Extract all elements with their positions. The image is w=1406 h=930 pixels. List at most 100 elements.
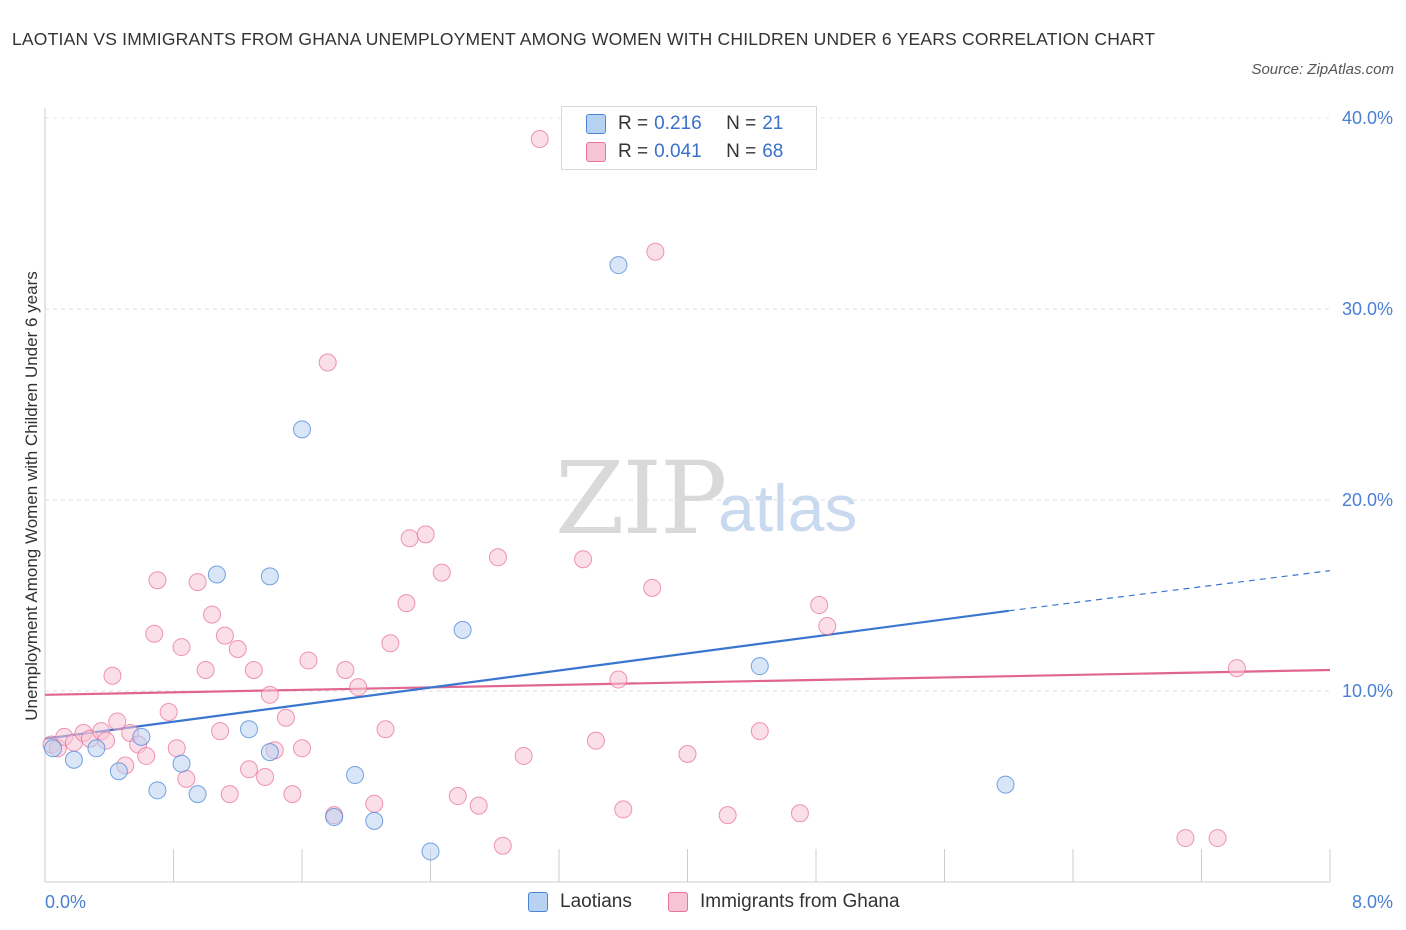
ghana-point: [177, 769, 196, 788]
ghana-point: [400, 529, 419, 548]
legend-row-laotians: R = 0.216 N = 21: [586, 112, 783, 136]
laotians-point: [64, 750, 83, 769]
laotians-point: [365, 811, 384, 830]
ghana-point: [810, 596, 829, 615]
ghana-point: [514, 746, 533, 765]
ghana-point: [1176, 829, 1195, 848]
ghana-point: [1227, 659, 1246, 678]
y-axis-label: Unemployment Among Women with Children U…: [22, 271, 41, 720]
laotians-point: [207, 565, 226, 584]
laotians-point: [148, 781, 167, 800]
ghana-point: [530, 130, 549, 149]
watermark-atlas: atlas: [718, 471, 858, 545]
ghana-point: [750, 722, 769, 741]
laotians-point: [421, 842, 440, 861]
ghana-point: [614, 800, 633, 819]
laotians-point: [188, 785, 207, 804]
ghana-point: [137, 746, 156, 765]
laotians-point: [260, 567, 279, 586]
laotians-point: [132, 727, 151, 746]
ghana-point: [159, 703, 178, 722]
ghana-point: [276, 708, 295, 727]
laotians-point: [453, 620, 472, 639]
ghana-point: [376, 720, 395, 739]
ghana-point: [203, 605, 222, 624]
laotians-point: [609, 256, 628, 275]
ghana-point: [318, 353, 337, 372]
tick-labels: 10.0% 20.0% 30.0% 40.0% 0.0% 8.0%: [45, 108, 1393, 912]
ghana-point: [215, 626, 234, 645]
legend-r-label: R =: [618, 141, 649, 162]
ghana-point: [381, 634, 400, 653]
grid-lines: [45, 117, 1330, 692]
x-tick-label: 0.0%: [45, 892, 86, 912]
ghana-point: [790, 804, 809, 823]
laotians-swatch: [528, 892, 548, 912]
ghana-point: [397, 594, 416, 613]
legend-r-value: 0.041: [654, 141, 702, 162]
ghana-swatch: [668, 892, 688, 912]
laotians-point: [750, 657, 769, 676]
laotians-point: [325, 808, 344, 827]
laotians-swatch: [586, 114, 606, 134]
laotians-point: [239, 720, 258, 739]
legend-row-ghana: R = 0.041 N = 68: [586, 140, 783, 164]
ghana-point: [103, 666, 122, 685]
y-tick-label: 20.0%: [1342, 490, 1393, 510]
ghana-point: [239, 760, 258, 779]
ghana-point: [283, 785, 302, 804]
laotians-point: [260, 743, 279, 762]
ghana-point: [1208, 829, 1227, 848]
source-label: Source: ZipAtlas.com: [1251, 61, 1394, 78]
axes: [44, 108, 1331, 883]
legend-item-laotians[interactable]: Laotians: [528, 890, 632, 914]
ghana-point: [228, 639, 247, 658]
ghana-point: [646, 242, 665, 261]
ghana-point: [818, 617, 837, 636]
ghana-point: [167, 739, 186, 758]
ghana-point: [256, 767, 275, 786]
ghana-point: [469, 796, 488, 815]
ghana-point: [211, 722, 230, 741]
y-tick-label: 30.0%: [1342, 299, 1393, 319]
ghana-point: [299, 651, 318, 670]
legend-label-laotians: Laotians: [560, 891, 632, 912]
legend-item-ghana[interactable]: Immigrants from Ghana: [668, 890, 900, 914]
ghana-point: [365, 794, 384, 813]
ghana-point: [148, 571, 167, 590]
ghana-point: [574, 550, 593, 569]
legend-label-ghana: Immigrants from Ghana: [700, 891, 900, 912]
laotians-trend-line: [44, 609, 1009, 740]
ghana-point: [172, 638, 191, 657]
ghana-point: [416, 525, 435, 544]
legend-n-value: 21: [762, 113, 784, 134]
laotians-point: [44, 739, 63, 758]
legend-n-label: N =: [726, 141, 757, 162]
ghana-point: [349, 678, 368, 697]
laotians-point: [996, 775, 1015, 794]
ghana-point: [643, 578, 662, 597]
trend-lines: [44, 570, 1331, 740]
laotians-point: [346, 766, 365, 785]
ghana-point: [220, 785, 239, 804]
ghana-point: [678, 745, 697, 764]
ghana-point: [260, 685, 279, 704]
x-tick-label: 8.0%: [1352, 892, 1393, 912]
legend-n-label: N =: [726, 113, 757, 134]
laotians-point: [109, 762, 128, 781]
ghana-point: [718, 806, 737, 825]
y-tick-label: 10.0%: [1342, 681, 1393, 701]
legend-r-value: 0.216: [654, 113, 702, 134]
ghana-point: [188, 573, 207, 592]
laotians-trend-extension: [1008, 570, 1331, 612]
ghana-point: [145, 624, 164, 643]
ghana-swatch: [586, 142, 606, 162]
laotians-point: [293, 420, 311, 439]
watermark-zip: ZIP: [555, 440, 727, 557]
ghana-point: [293, 739, 311, 758]
ghana-point: [609, 670, 628, 689]
y-tick-label: 40.0%: [1342, 108, 1393, 128]
ghana-point: [488, 548, 507, 567]
chart-title: LAOTIAN VS IMMIGRANTS FROM GHANA UNEMPLO…: [12, 29, 1156, 49]
